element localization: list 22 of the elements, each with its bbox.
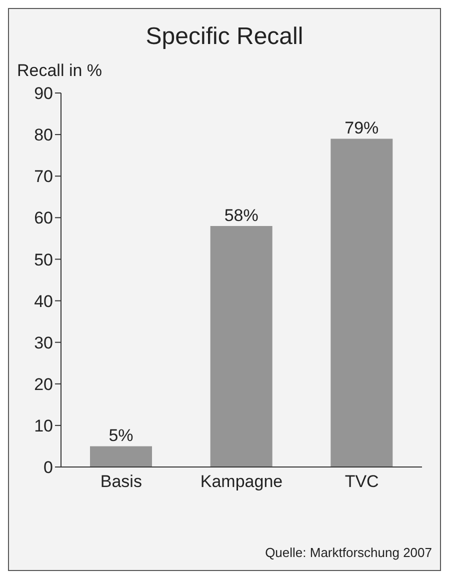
chart-title: Specific Recall xyxy=(144,23,304,51)
x-tick-label: TVC xyxy=(344,472,379,492)
data-label: 79% xyxy=(344,118,379,138)
x-tick-label: Kampagne xyxy=(200,472,283,492)
y-tick-label: 10 xyxy=(34,416,53,436)
source-note: Quelle: Marktforschung 2007 xyxy=(265,545,432,560)
y-tick-label: 80 xyxy=(34,126,53,145)
y-tick-label: 30 xyxy=(34,333,53,352)
y-tick-label: 60 xyxy=(34,208,53,228)
data-label: 5% xyxy=(108,426,134,446)
y-tick-label: 70 xyxy=(34,167,53,186)
y-tick-label: 0 xyxy=(44,458,53,478)
bar xyxy=(330,138,393,467)
y-axis-title: Recall in % xyxy=(17,61,104,81)
data-label: 58% xyxy=(224,206,258,225)
y-tick-label: 50 xyxy=(34,250,53,270)
bar xyxy=(90,446,152,467)
y-tick-label: 40 xyxy=(34,292,53,311)
bar xyxy=(210,226,272,467)
x-tick-label: Basis xyxy=(100,472,142,492)
y-tick-label: 90 xyxy=(34,84,53,104)
y-tick-label: 20 xyxy=(34,374,53,394)
